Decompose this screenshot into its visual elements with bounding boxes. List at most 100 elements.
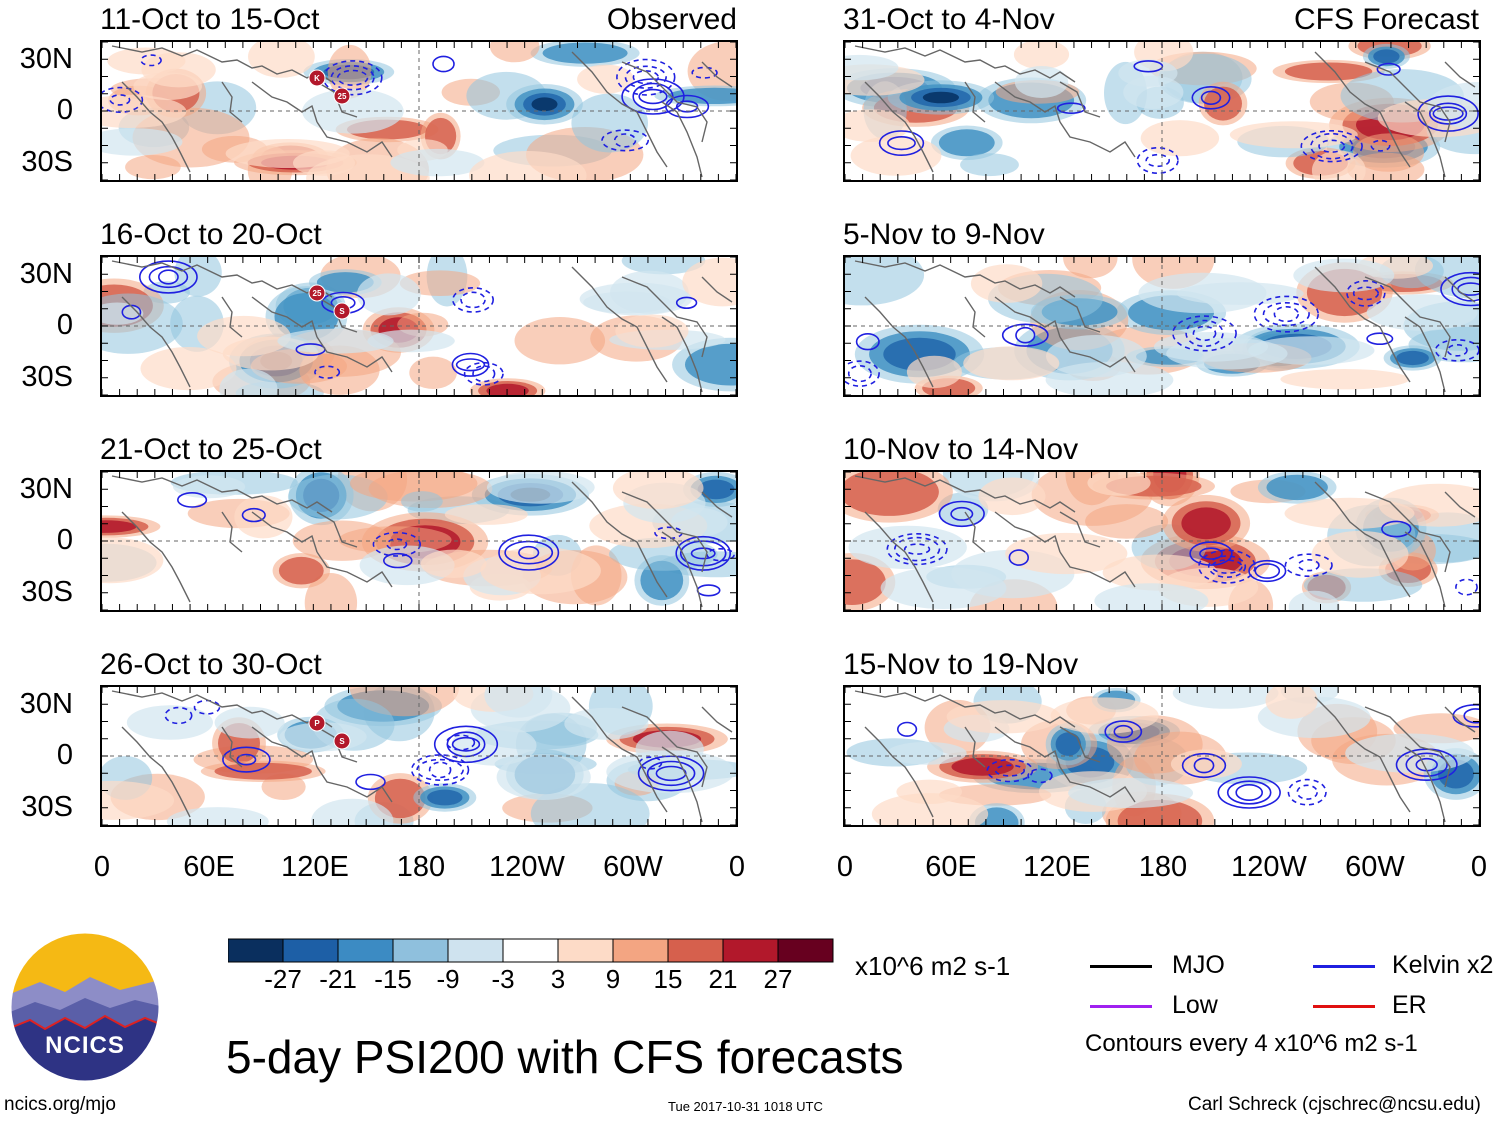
anomaly-shading xyxy=(225,139,350,168)
anomaly-shading xyxy=(667,87,736,104)
kelvin-contour xyxy=(432,55,455,73)
website-link[interactable]: ncics.org/mjo xyxy=(4,1094,116,1115)
er-legend-label: ER xyxy=(1392,991,1427,1019)
kelvin-contour xyxy=(1199,547,1223,560)
anomaly-shading xyxy=(102,128,183,156)
coastline xyxy=(111,475,333,513)
coastline xyxy=(994,726,1061,768)
coastline xyxy=(1404,316,1446,393)
anomaly-shading xyxy=(1265,687,1318,719)
colorbar-swatch xyxy=(557,938,614,963)
coastline xyxy=(316,336,393,373)
anomaly-shading xyxy=(277,328,394,354)
observed-map-3 xyxy=(100,470,738,612)
anomaly-shading xyxy=(571,93,648,153)
kelvin-contour xyxy=(1217,776,1281,809)
kelvin-contour xyxy=(148,265,189,289)
kelvin-contour xyxy=(632,82,674,111)
kelvin-contour xyxy=(1001,323,1049,347)
anomaly-shading xyxy=(278,556,324,585)
kelvin-contour xyxy=(1027,768,1053,784)
kelvin-contour xyxy=(1297,558,1320,572)
anomaly-shading xyxy=(845,472,939,516)
coastline xyxy=(221,81,243,123)
kelvin-contour xyxy=(1451,276,1479,302)
anomaly-shading xyxy=(174,257,222,297)
kelvin-contour xyxy=(451,352,490,377)
coastline xyxy=(864,296,934,388)
coastline xyxy=(111,260,333,298)
anomaly-shading xyxy=(978,477,1046,516)
panel-date-4: 26-Oct to 30-Oct xyxy=(100,648,322,681)
colorbar-tick-label: -27 xyxy=(264,964,302,994)
coastline xyxy=(1059,726,1101,763)
coastline xyxy=(1314,266,1411,383)
storm-marker-icon xyxy=(308,69,326,87)
anomaly-shading xyxy=(1176,282,1304,305)
lat-label-30n: 30N xyxy=(19,43,73,75)
anomaly-shading xyxy=(1311,150,1366,180)
coastline xyxy=(121,81,191,173)
coastline xyxy=(1059,511,1101,548)
coastline xyxy=(111,690,333,728)
kelvin-contour xyxy=(386,538,408,551)
coastline xyxy=(864,726,934,818)
kelvin-contour xyxy=(451,287,494,313)
anomaly-shading xyxy=(886,741,967,765)
lon-label: 120W xyxy=(489,851,565,883)
kelvin-contour xyxy=(1200,90,1222,105)
kelvin-contour xyxy=(1254,563,1281,579)
kelvin-contour xyxy=(1136,147,1179,175)
anomaly-shading xyxy=(427,789,463,806)
anomaly-shading xyxy=(922,91,959,104)
kelvin-contour xyxy=(1310,132,1354,160)
coastline xyxy=(964,296,986,338)
kelvin-contour xyxy=(886,532,948,566)
anomaly-shading xyxy=(845,559,886,605)
kelvin-contour xyxy=(1446,344,1468,357)
kelvin-contour xyxy=(1253,295,1319,333)
coastline xyxy=(621,61,708,143)
map-plot xyxy=(845,257,1479,395)
kelvin-contour xyxy=(624,65,667,89)
mjo-legend-line xyxy=(1090,965,1152,968)
storm-label: S xyxy=(339,307,345,316)
kelvin-contour xyxy=(887,135,916,151)
kelvin-contour xyxy=(372,531,421,557)
kelvin-contour xyxy=(1192,325,1217,342)
forecast-map-1 xyxy=(843,40,1481,182)
colorbar-tick-label: 9 xyxy=(605,964,621,994)
kelvin-contour xyxy=(1296,784,1318,800)
coastline xyxy=(111,45,333,83)
anomaly-shading xyxy=(542,42,628,64)
anomaly-shading xyxy=(1284,62,1373,81)
forecast-label: CFS Forecast xyxy=(1293,3,1479,36)
anomaly-shading xyxy=(1204,86,1242,121)
coastline xyxy=(251,81,318,123)
storm-label: 25 xyxy=(338,92,347,101)
kelvin-contour xyxy=(410,754,470,786)
anomaly-shading xyxy=(409,356,457,389)
coastline xyxy=(571,481,668,598)
coastline xyxy=(621,276,708,358)
lat-label-30s: 30S xyxy=(21,791,73,823)
lat-label-30s: 30S xyxy=(21,576,73,608)
kelvin-contour xyxy=(1181,752,1227,779)
kelvin-contour xyxy=(1193,757,1215,774)
lat-label-30s: 30S xyxy=(21,361,73,393)
storm-label: P xyxy=(314,719,320,728)
kelvin-contour xyxy=(498,534,560,571)
lat-label-0: 0 xyxy=(56,94,73,126)
anomaly-shading xyxy=(133,72,202,101)
coastline xyxy=(571,51,668,168)
coastline xyxy=(701,276,733,303)
anomaly-shading xyxy=(390,148,485,177)
storm-marker-icon xyxy=(308,284,326,302)
anomaly-shading xyxy=(367,329,455,353)
kelvin-contour xyxy=(222,746,271,773)
coastline xyxy=(316,766,393,803)
map-plot: 25 S xyxy=(102,257,736,395)
kelvin-contour xyxy=(140,54,162,67)
lon-label: 120W xyxy=(1231,851,1307,883)
kelvin-contour xyxy=(102,86,144,113)
